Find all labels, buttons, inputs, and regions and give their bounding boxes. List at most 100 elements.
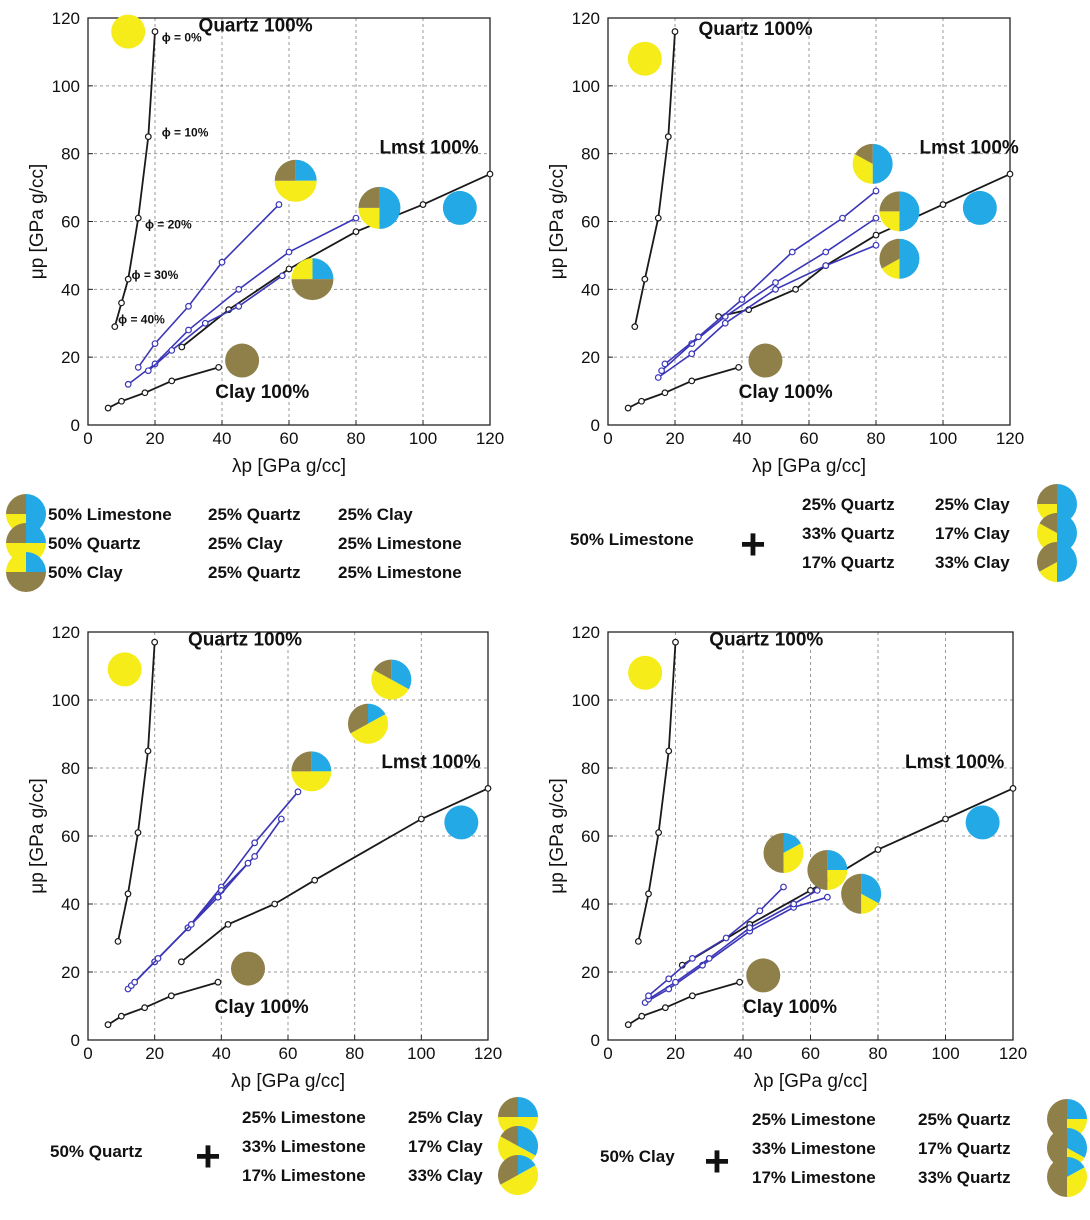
y-tick-label: 0 (591, 416, 600, 435)
x-tick-label: 80 (345, 1044, 364, 1063)
data-point (114, 938, 122, 945)
data-point (141, 1004, 149, 1012)
data-point (772, 285, 779, 293)
series-line (718, 173, 1011, 318)
quartz-slice (274, 180, 317, 202)
data-point (665, 975, 673, 983)
clay-slice (1037, 484, 1057, 504)
x-tick-label: 20 (146, 429, 165, 448)
quartz-slice (6, 552, 26, 572)
series-50-clay-25-limestone-25-quartz (645, 887, 821, 1003)
data-point (665, 747, 673, 755)
x-tick-label: 120 (474, 1044, 502, 1063)
y-tick-label: 40 (61, 895, 80, 914)
quartz-slice (881, 258, 900, 279)
series-clay (624, 978, 744, 1029)
data-point (104, 1021, 112, 1029)
y-tick-label: 120 (52, 623, 80, 642)
series-line (681, 787, 1014, 966)
composition-glyph (852, 143, 893, 184)
clay-slice (498, 1097, 518, 1117)
x-tick-label: 40 (733, 429, 752, 448)
limestone-slice (1067, 1157, 1085, 1177)
legend-text: 17% Limestone (752, 1168, 876, 1187)
composition-glyph (442, 190, 477, 225)
clay-slice (807, 850, 828, 890)
legend-base-text: 50% Quartz (50, 1142, 143, 1161)
legend-text: 50% Quartz (48, 534, 141, 553)
quartz-slice (783, 843, 804, 873)
data-point (807, 887, 814, 894)
data-point (695, 333, 702, 341)
limestone-slice (965, 805, 1000, 840)
legend-text: 25% Clay (935, 495, 1010, 514)
x-tick-label: 100 (407, 1044, 435, 1063)
grid (88, 18, 490, 425)
x-tick-label: 100 (409, 429, 437, 448)
data-point (417, 815, 425, 823)
data-point (792, 285, 799, 293)
data-point (285, 265, 293, 273)
data-point (144, 367, 152, 375)
quartz-annotation: Quartz 100% (709, 630, 823, 651)
composition-glyph (371, 659, 412, 700)
data-point (664, 133, 672, 141)
y-tick-label: 80 (61, 759, 80, 778)
y-axis-label: μp [GPa g/cc] (27, 778, 48, 894)
data-point (294, 788, 302, 796)
clay-slice (746, 958, 781, 993)
data-point (134, 214, 142, 222)
chart-panel-2: 0 20 40 60 80 100 120 0 20 40 60 80 100 120 λp [GPa g/… (547, 9, 1024, 477)
limestone-slice (1067, 1128, 1087, 1158)
x-tick-label: 60 (279, 1044, 298, 1063)
data-point (634, 938, 642, 945)
data-point (942, 815, 949, 823)
data-point (151, 638, 159, 646)
y-tick-label: 100 (52, 77, 80, 96)
limestone-slice (444, 805, 479, 840)
legend-text: 33% Clay (935, 553, 1010, 572)
clay-slice (497, 1155, 518, 1185)
clay-annotation: Clay 100% (215, 382, 309, 403)
data-point (839, 214, 846, 222)
legend-text: 25% Quartz (208, 563, 301, 582)
clay-slice (841, 873, 862, 914)
legend-text: 25% Limestone (338, 534, 462, 553)
data-point (271, 900, 279, 908)
legend-text: 25% Quartz (918, 1110, 1011, 1129)
legend-text: 17% Quartz (802, 553, 895, 572)
composition-glyph (748, 343, 783, 378)
x-tick-label: 20 (666, 1044, 685, 1063)
legend-text: 33% Clay (408, 1166, 483, 1185)
series-50-clay-17-limestone-33-quartz (645, 883, 787, 1000)
data-point (124, 890, 132, 898)
quartz-slice (107, 652, 142, 687)
plus-sign: + (195, 1132, 221, 1181)
limestone-slice (872, 143, 893, 184)
x-tick-label: 120 (999, 1044, 1027, 1063)
quartz-slice (500, 1165, 538, 1196)
x-tick-label: 120 (476, 429, 504, 448)
series-line (644, 896, 828, 1004)
data-point (141, 389, 149, 397)
clay-slice (879, 191, 900, 212)
lmst-annotation: Lmst 100% (381, 752, 480, 773)
x-tick-label: 80 (347, 429, 366, 448)
series-quartz (631, 28, 679, 331)
data-point (822, 248, 830, 256)
legend-text: 25% Limestone (242, 1108, 366, 1127)
clay-slice (291, 279, 334, 301)
legend-text: 25% Clay (408, 1108, 483, 1127)
legend-text: 50% Limestone (48, 505, 172, 524)
grid (608, 632, 1013, 1040)
data-point (277, 815, 285, 823)
porosity-label: ϕ = 0% (162, 31, 202, 45)
clay-annotation: Clay 100% (739, 382, 833, 403)
legend-panel-1: 50% Limestone 25% Quartz 25% Clay 50% Quart… (6, 494, 462, 592)
clay-slice (6, 572, 46, 592)
limestone-slice (962, 190, 997, 225)
limestone-slice (26, 552, 46, 572)
data-point (624, 1021, 632, 1029)
data-point (144, 133, 152, 141)
limestone-slice (518, 1155, 536, 1175)
